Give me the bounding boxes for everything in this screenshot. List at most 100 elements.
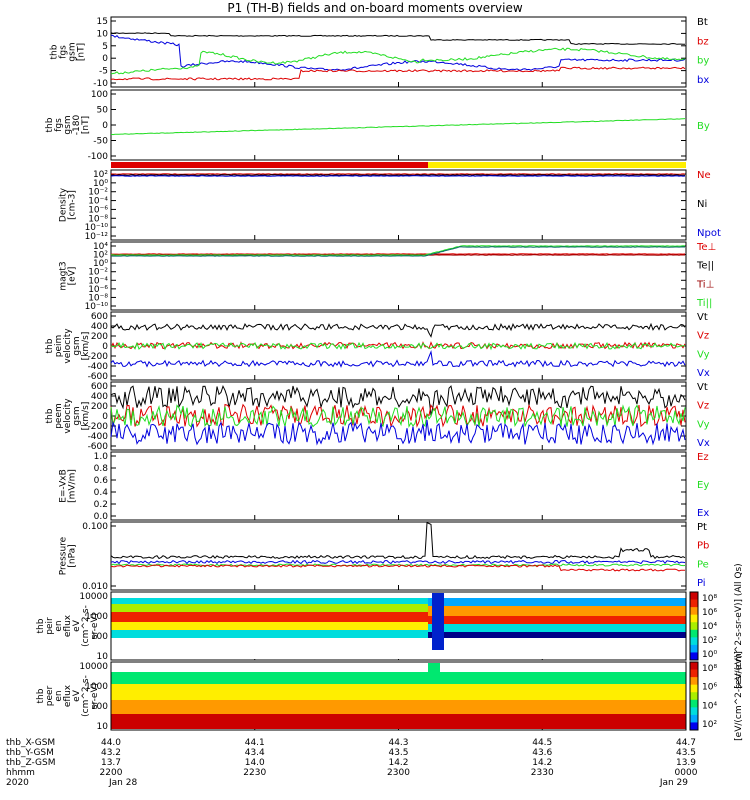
legend-Vt: Vt	[697, 382, 708, 393]
series-Pi	[110, 559, 686, 565]
y-axis-label: [km/s]	[81, 332, 91, 361]
y-tick-label: 10⁰	[93, 259, 108, 269]
y-axis-label: fgs	[54, 118, 64, 132]
footer-value: 44.3	[388, 738, 408, 748]
footer-row-label: thb_X-GSM	[6, 738, 55, 748]
y-axis-label: Density	[59, 187, 69, 222]
y-axis-label: thb	[45, 117, 55, 132]
colorbar-segment	[690, 629, 698, 638]
legend-Vx: Vx	[697, 368, 710, 379]
y-tick-label: -5	[99, 67, 108, 77]
footer-value: Jan 28	[108, 778, 137, 788]
y-tick-label: 10	[97, 722, 109, 732]
y-axis-label: -180	[72, 115, 82, 136]
spectrogram-band	[111, 672, 686, 684]
y-tick-label: 10⁻²	[88, 188, 108, 198]
y-axis-label: [mV/m]	[68, 469, 78, 503]
y-tick-label: -10	[93, 79, 108, 89]
footer-value: 43.6	[532, 748, 552, 758]
y-tick-label: 0.6	[94, 476, 109, 486]
footer-value: 43.4	[245, 748, 265, 758]
y-tick-label: -600	[88, 372, 109, 382]
colorbar-tick: 10⁴	[702, 622, 717, 632]
footer-value: 14.2	[388, 758, 408, 768]
colorbar-tick: 10⁴	[702, 701, 717, 711]
colorbar-segment	[690, 669, 698, 678]
colorbar-segment	[690, 592, 698, 601]
y-tick-label: 100	[91, 702, 108, 712]
y-tick-label: 0.100	[82, 522, 108, 532]
y-tick-label: 0.2	[94, 500, 108, 510]
colorbar-segment	[690, 684, 698, 693]
series-Vz	[110, 403, 686, 428]
y-axis-label: Pressure	[59, 536, 69, 575]
footer-row-label: thb_Z-GSM	[6, 758, 55, 768]
series-bx	[110, 34, 686, 71]
colorbar-segment	[690, 622, 698, 631]
y-axis-label: [nT]	[77, 43, 87, 61]
colorbar-segment	[690, 707, 698, 716]
footer-value: 0000	[675, 768, 698, 778]
colorbar-peer: 10⁸ 10⁶ 10⁴ 10²	[689, 661, 717, 731]
legend-By: By	[697, 121, 710, 132]
y-tick-label: 10⁻¹⁰	[85, 223, 109, 233]
panel-frame	[110, 451, 687, 521]
panel-frame	[110, 241, 687, 311]
colorbar-segment	[690, 714, 698, 723]
y-tick-label: 10⁻⁶	[88, 205, 108, 215]
spectrogram-band	[111, 604, 428, 612]
y-tick-label: 10⁻⁸	[88, 214, 108, 224]
y-tick-label: 400	[91, 322, 108, 332]
footer-value: Jan 29	[659, 778, 688, 788]
colorbar-frame	[689, 661, 699, 731]
y-tick-label: 10⁻¹²	[85, 232, 109, 242]
y-tick-label: -400	[88, 362, 109, 372]
series-Vy	[110, 341, 686, 351]
colorbar-tick: 10²	[702, 720, 717, 730]
y-tick-label: 100	[91, 632, 108, 642]
y-axis-label: sr-eV)	[90, 683, 100, 709]
footer-value: 13.9	[676, 758, 696, 768]
y-axis-label: en	[54, 620, 64, 631]
footer-value: 43.5	[676, 748, 696, 758]
y-axis-label: gsm	[72, 336, 82, 355]
spectrogram-band	[111, 714, 686, 729]
series-By	[110, 118, 686, 136]
y-tick-label: 200	[91, 402, 108, 412]
colorbar-segment	[690, 637, 698, 646]
spectrogram-band	[111, 598, 428, 604]
footer-row-label: hhmm	[6, 768, 35, 778]
legend-Te||: Te||	[696, 261, 714, 272]
y-axis-label: peim	[54, 335, 64, 358]
y-axis-label: gsm	[68, 42, 78, 61]
legend-Bt: Bt	[697, 17, 708, 28]
spectrogram-band	[111, 622, 428, 630]
y-tick-label: 50	[97, 106, 109, 116]
colorbar-tick: 10⁶	[702, 608, 717, 618]
spectrogram-band	[428, 616, 686, 624]
footer-row-label: thb_Y-GSM	[6, 748, 54, 758]
series-by	[110, 47, 686, 75]
colorbar-segment	[690, 614, 698, 623]
y-axis-label: velocity	[63, 328, 73, 364]
y-axis-label: fgs	[59, 45, 69, 59]
colorbar-label: [eV/(cm^2-s-sr-eV)] (All Qs)	[734, 563, 744, 688]
y-axis-label: (cm^2-s-	[81, 675, 91, 717]
legend-Npot: Npot	[697, 228, 721, 239]
y-axis-label: [cm-3]	[68, 190, 78, 220]
colorbar-segment	[690, 644, 698, 653]
y-axis-label: [km/s]	[81, 402, 91, 431]
series-Pt	[110, 521, 686, 560]
colorbar-segment	[690, 722, 698, 731]
y-tick-label: 10⁰	[93, 179, 108, 189]
y-axis-label: gsm	[63, 115, 73, 134]
legend-Ez: Ez	[697, 452, 709, 463]
y-tick-label: 10⁻⁴	[88, 197, 108, 207]
colorbar-segment	[690, 652, 698, 661]
y-tick-label: 0.4	[94, 488, 109, 498]
series-bz	[110, 66, 686, 81]
legend-Vz: Vz	[697, 331, 709, 342]
footer-row-label: 2020	[6, 778, 29, 788]
y-tick-label: 400	[91, 392, 108, 402]
colorbar-segment	[690, 677, 698, 686]
